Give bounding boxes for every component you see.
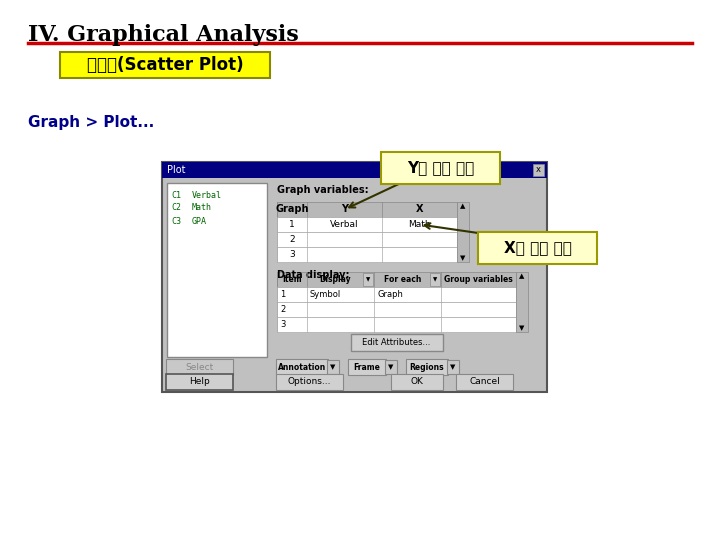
Text: Display: Display	[320, 275, 351, 284]
FancyBboxPatch shape	[162, 162, 547, 392]
Text: Y축 인자 선택: Y축 인자 선택	[407, 160, 474, 176]
FancyBboxPatch shape	[277, 302, 516, 317]
FancyBboxPatch shape	[276, 374, 343, 390]
Text: OK: OK	[410, 377, 423, 387]
FancyBboxPatch shape	[348, 359, 386, 375]
FancyBboxPatch shape	[391, 374, 443, 390]
Text: Options...: Options...	[288, 377, 331, 387]
Text: 2: 2	[280, 305, 285, 314]
Text: ▼: ▼	[519, 325, 525, 331]
Text: Graph > Plot...: Graph > Plot...	[28, 115, 154, 130]
FancyBboxPatch shape	[277, 317, 516, 332]
Text: Cancel: Cancel	[469, 377, 500, 387]
Text: X축 인자 선택: X축 인자 선택	[503, 240, 572, 255]
FancyBboxPatch shape	[277, 272, 516, 287]
Text: Verbal: Verbal	[192, 191, 222, 199]
Text: 3: 3	[280, 320, 285, 329]
Text: ▼: ▼	[460, 255, 466, 261]
FancyBboxPatch shape	[327, 360, 339, 374]
FancyBboxPatch shape	[351, 334, 443, 351]
FancyBboxPatch shape	[456, 374, 513, 390]
FancyBboxPatch shape	[478, 232, 597, 264]
Text: 3: 3	[289, 250, 295, 259]
Text: 산점도(Scatter Plot): 산점도(Scatter Plot)	[86, 56, 243, 74]
FancyBboxPatch shape	[277, 202, 457, 217]
FancyBboxPatch shape	[457, 202, 469, 262]
Text: Graph: Graph	[377, 290, 403, 299]
Text: 2: 2	[289, 235, 294, 244]
Text: Math: Math	[408, 220, 431, 229]
Text: Edit Attributes...: Edit Attributes...	[362, 338, 431, 347]
Text: ▼: ▼	[433, 277, 437, 282]
Text: ▲: ▲	[519, 273, 525, 279]
FancyBboxPatch shape	[363, 273, 373, 286]
Text: ▼: ▼	[450, 364, 456, 370]
FancyBboxPatch shape	[381, 152, 500, 184]
Text: Regions: Regions	[410, 362, 444, 372]
FancyBboxPatch shape	[447, 360, 459, 374]
Text: Math: Math	[192, 204, 212, 213]
Text: Y: Y	[341, 205, 348, 214]
Text: Plot: Plot	[167, 165, 186, 175]
Text: ▼: ▼	[330, 364, 336, 370]
Text: ▼: ▼	[388, 364, 394, 370]
Text: C1: C1	[171, 191, 181, 199]
Text: Item: Item	[282, 275, 302, 284]
FancyBboxPatch shape	[167, 183, 267, 357]
FancyBboxPatch shape	[276, 359, 328, 375]
Text: Select: Select	[185, 362, 214, 372]
Text: 1: 1	[280, 290, 285, 299]
FancyBboxPatch shape	[162, 162, 547, 178]
FancyBboxPatch shape	[277, 247, 457, 262]
FancyBboxPatch shape	[277, 232, 457, 247]
FancyBboxPatch shape	[277, 217, 457, 232]
FancyBboxPatch shape	[533, 164, 544, 176]
Text: ▼: ▼	[366, 277, 370, 282]
Text: GPA: GPA	[192, 217, 207, 226]
FancyBboxPatch shape	[277, 287, 516, 302]
Text: Graph variables:: Graph variables:	[277, 185, 369, 195]
Text: IV. Graphical Analysis: IV. Graphical Analysis	[28, 24, 299, 46]
FancyBboxPatch shape	[406, 359, 448, 375]
Text: Help: Help	[189, 377, 210, 387]
FancyBboxPatch shape	[385, 360, 397, 374]
Text: Symbol: Symbol	[310, 290, 341, 299]
FancyBboxPatch shape	[430, 273, 440, 286]
Text: ▲: ▲	[460, 203, 466, 209]
Text: 1: 1	[289, 220, 295, 229]
Text: x: x	[536, 165, 541, 174]
Text: For each: For each	[384, 275, 421, 284]
Text: Annotation: Annotation	[278, 362, 326, 372]
FancyBboxPatch shape	[166, 374, 233, 390]
Text: Group variables: Group variables	[444, 275, 513, 284]
Text: Verbal: Verbal	[330, 220, 359, 229]
FancyBboxPatch shape	[166, 359, 233, 375]
Text: Frame: Frame	[354, 362, 380, 372]
Text: Data display:: Data display:	[277, 270, 349, 280]
Text: C3: C3	[171, 217, 181, 226]
Text: C2: C2	[171, 204, 181, 213]
FancyBboxPatch shape	[60, 52, 270, 78]
Text: X: X	[415, 205, 423, 214]
FancyBboxPatch shape	[516, 272, 528, 332]
Text: Graph: Graph	[275, 205, 309, 214]
